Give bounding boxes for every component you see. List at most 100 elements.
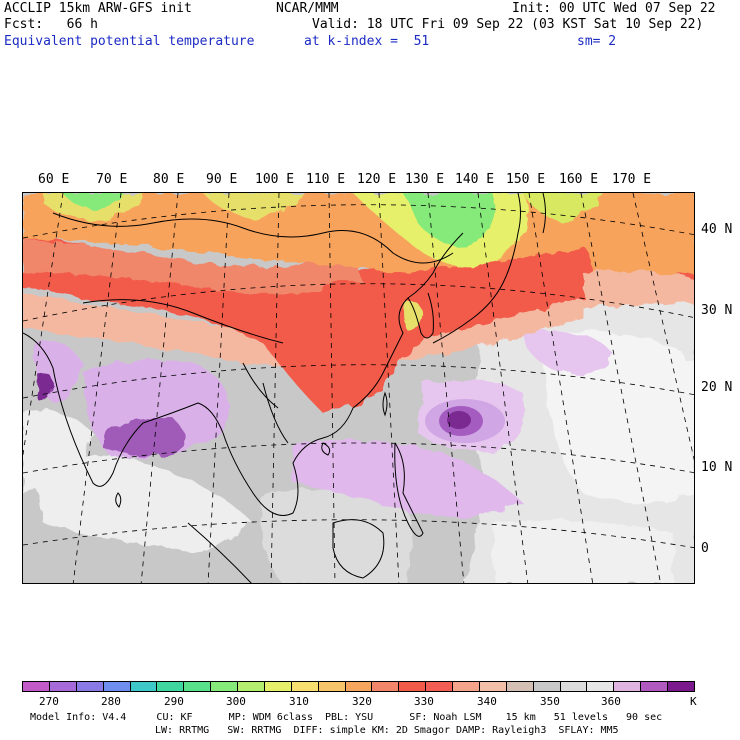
colorbar-swatch	[238, 682, 265, 691]
colorbar-swatch	[23, 682, 50, 691]
field-white-south	[33, 455, 253, 553]
model-info-line1: Model Info: V4.4 CU: KF MP: WDM 6class P…	[30, 712, 663, 723]
lon-label-100e: 100 E	[255, 172, 295, 187]
field-orange-red-inner	[23, 238, 363, 295]
field-name: Equivalent potential temperature	[4, 34, 255, 49]
border-north	[52, 212, 454, 264]
lon-label-140e: 140 E	[455, 172, 495, 187]
smoothing-label: sm= 2	[577, 34, 617, 49]
colorbar-label-280: 280	[101, 695, 121, 708]
field-salmon-tibet-fringe	[23, 288, 583, 367]
colorbar-swatch	[614, 682, 642, 691]
field-yellowgreen-east	[523, 193, 603, 223]
colorbar-swatch	[453, 682, 480, 691]
coast-india	[23, 332, 224, 487]
lon-label-90e: 90 E	[206, 172, 238, 187]
colorbar-label-360: 360	[601, 695, 621, 708]
colorbar-unit: K	[690, 695, 697, 708]
coast-korea	[407, 292, 434, 339]
lat-label-10n: 10 N	[701, 460, 733, 475]
colorbar-label-270: 270	[39, 695, 59, 708]
field-purple-gujarat	[37, 372, 55, 402]
lon-label-80e: 80 E	[153, 172, 185, 187]
field-white-india	[23, 410, 93, 493]
coast-philippines	[394, 442, 424, 537]
colorbar-swatch	[264, 682, 292, 691]
colorbar-swatch	[533, 682, 561, 691]
colorbar-swatch	[479, 682, 507, 691]
organization-label: NCAR/MMM	[276, 1, 339, 16]
field-white-east-south	[493, 519, 673, 583]
colorbar-swatch	[426, 682, 453, 691]
colorbar-swatch	[560, 682, 588, 691]
colorbar-label-350: 350	[540, 695, 560, 708]
colorbar-swatch	[291, 682, 319, 691]
lon-label-170e: 170 E	[612, 172, 652, 187]
colorbar-swatch	[668, 682, 694, 691]
map-canvas	[23, 193, 694, 583]
lat-label-20n: 20 N	[701, 380, 733, 395]
colorbar-swatch	[49, 682, 77, 691]
coast-southeast-asia	[222, 407, 354, 516]
field-yellow-central	[203, 193, 303, 218]
colorbar-swatch	[103, 682, 131, 691]
coast-hainan	[321, 442, 331, 456]
lon-label-110e: 110 E	[306, 172, 346, 187]
lon-label-160e: 160 E	[559, 172, 599, 187]
colorbar-swatch	[372, 682, 400, 691]
model-info-line2: LW: RRTMG SW: RRTMG DIFF: simple KM: 2D …	[155, 725, 619, 736]
theta-e-map	[22, 192, 695, 584]
lat-label-30n: 30 N	[701, 303, 733, 318]
colorbar-label-340: 340	[477, 695, 497, 708]
colorbar-swatch	[184, 682, 212, 691]
colorbar-swatch	[211, 682, 238, 691]
colorbar-label-310: 310	[289, 695, 309, 708]
lon-label-130e: 130 E	[405, 172, 445, 187]
init-time: Init: 00 UTC Wed 07 Sep 22	[512, 1, 716, 16]
lat-label-0: 0	[701, 541, 709, 556]
lon-label-150e: 150 E	[506, 172, 546, 187]
graticule	[23, 193, 694, 583]
level-index: at k-index = 51	[304, 34, 430, 49]
coast-borneo	[332, 519, 385, 579]
colorbar	[22, 681, 695, 692]
model-title: ACCLIP 15km ARW-GFS init	[4, 1, 192, 16]
colorbar-swatch	[318, 682, 346, 691]
colorbar-swatch	[345, 682, 373, 691]
coast-sakhalin	[542, 193, 546, 234]
colorbar-swatch	[130, 682, 158, 691]
lat-label-40n: 40 N	[701, 222, 733, 237]
coast-sumatra	[187, 522, 252, 583]
field-white-far-east	[623, 358, 694, 457]
field-pink-scs-philippines	[293, 439, 523, 517]
field-pink-central-pacific	[523, 330, 613, 374]
coast-sri-lanka	[115, 492, 122, 508]
field-green-northwest	[63, 193, 123, 209]
colorbar-label-300: 300	[226, 695, 246, 708]
forecast-hour: Fcst: 66 h	[4, 17, 98, 32]
colorbar-swatch	[399, 682, 427, 691]
colorbar-label-320: 320	[352, 695, 372, 708]
field-light-gray-southeast	[260, 489, 413, 583]
coast-taiwan	[382, 391, 388, 417]
colorbar-swatch	[76, 682, 104, 691]
colorbar-swatch	[641, 682, 668, 691]
colorbar-label-290: 290	[164, 695, 184, 708]
colorbar-swatch	[157, 682, 185, 691]
lon-label-70e: 70 E	[96, 172, 128, 187]
colorbar-swatch	[587, 682, 615, 691]
lon-label-60e: 60 E	[38, 172, 70, 187]
valid-time: Valid: 18 UTC Fri 09 Sep 22 (03 KST Sat …	[312, 17, 704, 32]
border-tibet	[82, 299, 284, 344]
coastlines	[23, 193, 546, 583]
coast-japan	[432, 193, 521, 344]
lon-label-120e: 120 E	[357, 172, 397, 187]
border-mekong	[242, 362, 289, 444]
colorbar-label-330: 330	[414, 695, 434, 708]
colorbar-swatch	[506, 682, 534, 691]
typhoon-vortex	[425, 399, 505, 443]
field-purple-bay	[103, 418, 183, 457]
field-green-manchuria	[403, 193, 495, 248]
coast-china	[352, 232, 464, 409]
field-salmon-pacific-edge	[583, 271, 694, 308]
